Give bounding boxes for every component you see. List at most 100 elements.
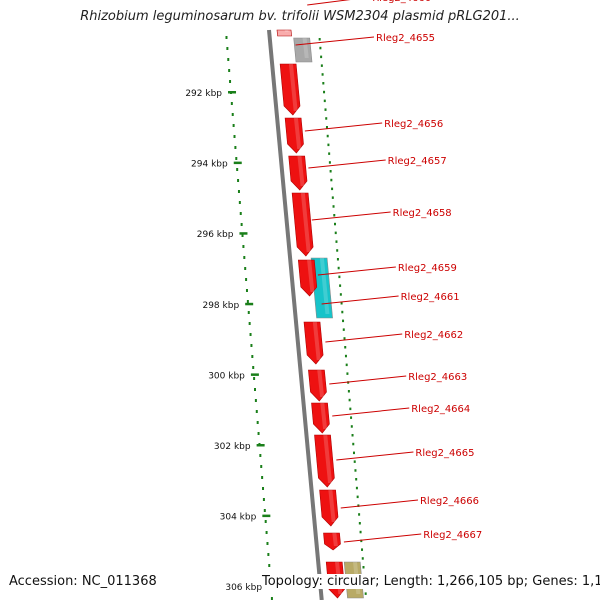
inner-tick-dot bbox=[246, 300, 249, 303]
feature-cds bbox=[297, 259, 318, 297]
inner-tick-dot bbox=[240, 223, 243, 226]
features-layer bbox=[276, 29, 364, 599]
major-tick bbox=[256, 444, 265, 447]
inner-tick-dot bbox=[260, 465, 263, 468]
feature-cds bbox=[288, 155, 308, 191]
outer-tick-dot bbox=[332, 205, 335, 208]
outer-tick-dot bbox=[357, 504, 360, 507]
tick-label: 294 kbp bbox=[191, 160, 228, 170]
inner-tick-dot bbox=[257, 432, 260, 435]
outer-tick-dot bbox=[356, 495, 359, 499]
inner-tick-dot bbox=[242, 245, 245, 248]
feature-highlight bbox=[288, 64, 298, 111]
label-leader bbox=[311, 211, 391, 221]
outer-tick-dot bbox=[325, 117, 328, 120]
inner-tick-dot bbox=[230, 102, 233, 105]
feature-cds bbox=[314, 434, 335, 488]
inner-tick-dot bbox=[229, 80, 232, 83]
outer-tick-dot bbox=[360, 539, 363, 543]
outer-tick-dot bbox=[330, 178, 333, 182]
inner-tick-dot bbox=[256, 421, 259, 424]
outer-tick-dot bbox=[320, 64, 323, 67]
outer-tick-dot bbox=[333, 214, 336, 217]
outer-tick-dot bbox=[329, 170, 332, 173]
inner-tick-dot bbox=[266, 542, 269, 545]
inner-tick-dot bbox=[244, 267, 247, 270]
tick-label: 304 kbp bbox=[220, 513, 257, 523]
outer-tick-dot bbox=[352, 442, 355, 446]
outer-tick-dot bbox=[327, 143, 330, 147]
outer-tick-dot bbox=[318, 38, 321, 41]
outer-tick-dot bbox=[323, 99, 326, 103]
major-tick bbox=[250, 373, 259, 376]
feature-highlight bbox=[300, 193, 311, 252]
outer-tick-dot bbox=[325, 126, 328, 129]
topology-text: Topology: circular; Length: 1,266,105 bp… bbox=[262, 574, 600, 589]
inner-tick-dot bbox=[237, 190, 240, 193]
label-leader bbox=[343, 533, 422, 543]
label-leader bbox=[308, 159, 386, 169]
label-leader bbox=[340, 499, 419, 509]
outer-tick-dot bbox=[341, 310, 344, 314]
label-leader bbox=[329, 375, 407, 385]
feature-cds bbox=[319, 489, 339, 527]
inner-tick-dot bbox=[227, 58, 230, 61]
outer-tick-dot bbox=[352, 451, 355, 455]
gene-label: Rleg2_4664 bbox=[411, 404, 470, 415]
inner-tick-dot bbox=[255, 410, 258, 413]
feature-highlight bbox=[319, 258, 330, 314]
outer-tick-dot bbox=[345, 363, 348, 367]
labels-layer: Rleg2_4655 Rleg2_4656 Rleg2_4657 Rleg2_4658… bbox=[295, 0, 482, 543]
outer-tick-dot bbox=[347, 390, 350, 393]
major-tick bbox=[245, 302, 254, 306]
inner-tick-dot bbox=[262, 487, 265, 490]
feature-highlight bbox=[317, 370, 325, 397]
gene-label: Rleg2_4663 bbox=[408, 372, 467, 383]
outer-tick-dot bbox=[339, 293, 342, 296]
inner-tick-dot bbox=[270, 597, 273, 600]
label-leader bbox=[321, 295, 399, 305]
inner-tick-dot bbox=[247, 311, 250, 314]
outer-tick-dot bbox=[321, 73, 324, 76]
inner-tick-dot bbox=[236, 168, 239, 171]
inner-tick-dot bbox=[235, 157, 238, 160]
outer-tick-dot bbox=[359, 530, 362, 534]
outer-tick-dot bbox=[346, 372, 349, 375]
outer-tick-dot bbox=[350, 425, 353, 428]
inner-tick-dot bbox=[239, 212, 242, 215]
outer-tick-dot bbox=[342, 319, 345, 323]
label-leader bbox=[304, 122, 383, 132]
inner-tick-dot bbox=[253, 388, 256, 391]
feature-cds bbox=[308, 369, 327, 402]
gene-label: Rleg2_4661 bbox=[401, 292, 460, 303]
inner-tick-dot bbox=[245, 289, 248, 292]
inner-tick-dot bbox=[268, 564, 271, 567]
feature-pseudo bbox=[293, 37, 313, 63]
feature-cds bbox=[311, 402, 330, 434]
inner-tick-dot bbox=[243, 256, 246, 259]
feature-highlight bbox=[332, 533, 338, 546]
gene-label: Rleg2_4657 bbox=[388, 156, 447, 167]
tick-label: 300 kbp bbox=[208, 371, 245, 381]
outer-tick-dot bbox=[358, 513, 361, 516]
outer-tick-dot bbox=[349, 407, 352, 411]
outer-tick-dot bbox=[340, 302, 343, 305]
inner-tick-dot bbox=[250, 344, 253, 347]
tick-label: 306 kbp bbox=[225, 583, 262, 593]
tick-label: 298 kbp bbox=[202, 301, 239, 311]
tick-label: 292 kbp bbox=[185, 89, 222, 99]
feature-highlight bbox=[284, 30, 289, 32]
inner-tick-dot bbox=[249, 333, 252, 336]
feature-cds bbox=[323, 532, 341, 551]
outer-tick-dot bbox=[334, 231, 337, 235]
inner-tick-dot bbox=[262, 498, 265, 501]
label-leader bbox=[295, 36, 375, 46]
outer-tick-dot bbox=[326, 134, 329, 138]
feature-cds bbox=[291, 192, 314, 257]
outer-tick-dot bbox=[358, 522, 361, 525]
outer-tick-dot bbox=[328, 152, 331, 155]
gene-label: Rleg2_4660 bbox=[372, 0, 431, 4]
feature-highlight bbox=[328, 490, 336, 522]
feature-highlight bbox=[297, 156, 305, 186]
